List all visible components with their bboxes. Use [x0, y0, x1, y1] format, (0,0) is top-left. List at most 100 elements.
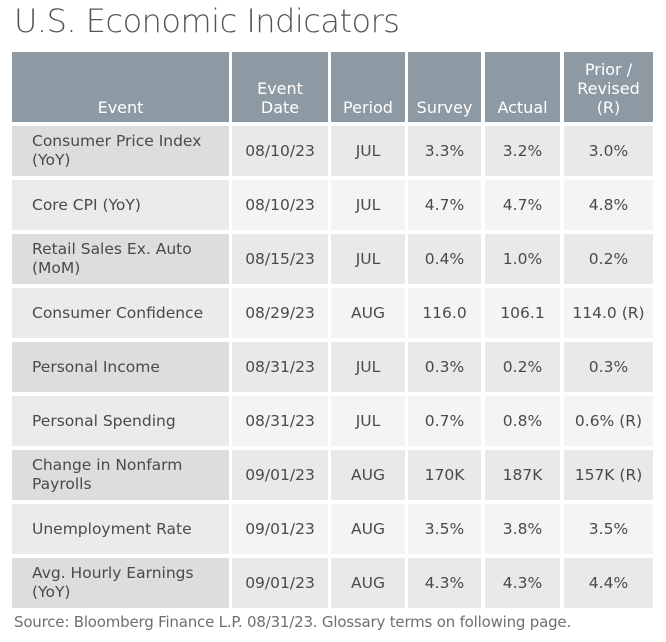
period-cell: AUG — [331, 450, 405, 500]
survey-value: 116.0 — [422, 303, 467, 322]
period-cell: AUG — [331, 288, 405, 338]
prior-revised-value: 4.8% — [588, 195, 629, 214]
event-date: 08/15/23 — [245, 249, 315, 268]
event-name: Personal Spending — [32, 411, 176, 430]
event-date-cell: 08/15/23 — [232, 234, 328, 284]
period-cell: JUL — [331, 342, 405, 392]
event-date: 08/10/23 — [245, 141, 315, 160]
actual-value: 1.0% — [502, 249, 543, 268]
period-cell: JUL — [331, 180, 405, 230]
survey-value-cell: 3.3% — [408, 126, 481, 176]
prior-revised-value: 3.5% — [588, 519, 629, 538]
header-actual: Actual — [485, 52, 560, 122]
event-date: 08/10/23 — [245, 195, 315, 214]
prior-revised-value: 0.3% — [588, 357, 629, 376]
source-footnote: Source: Bloomberg Finance L.P. 08/31/23.… — [14, 613, 572, 631]
period: JUL — [355, 411, 381, 430]
event-date-cell: 08/29/23 — [232, 288, 328, 338]
period: AUG — [351, 465, 385, 484]
prior-revised-value: 3.0% — [588, 141, 629, 160]
prior-revised-value-cell: 0.3% — [564, 342, 653, 392]
period-cell: AUG — [331, 558, 405, 608]
survey-value: 0.7% — [424, 411, 465, 430]
header-event-date: Event Date — [232, 52, 328, 122]
survey-value-cell: 4.7% — [408, 180, 481, 230]
prior-revised-value: 0.2% — [588, 249, 629, 268]
event-name: Change in Nonfarm Payrolls — [32, 456, 183, 493]
header-prior-revised: Prior / Revised (R) — [564, 52, 653, 122]
period: JUL — [355, 357, 381, 376]
table-row: Retail Sales Ex. Auto (MoM) 08/15/23 JUL 0.… — [12, 234, 654, 284]
actual-value-cell: 4.3% — [485, 558, 560, 608]
header-survey: Survey — [408, 52, 481, 122]
event-date: 09/01/23 — [245, 573, 315, 592]
actual-value-cell: 3.2% — [485, 126, 560, 176]
actual-value: 4.3% — [502, 573, 543, 592]
table-row: Change in Nonfarm Payrolls 09/01/23 AUG 170… — [12, 450, 654, 500]
period-cell: AUG — [331, 504, 405, 554]
survey-value-cell: 0.4% — [408, 234, 481, 284]
actual-value: 106.1 — [500, 303, 545, 322]
period-cell: JUL — [331, 396, 405, 446]
event-date-cell: 09/01/23 — [232, 504, 328, 554]
event-name-cell: Personal Income — [12, 342, 229, 392]
page-title: U.S. Economic Indicators — [14, 2, 400, 40]
event-name: Consumer Confidence — [32, 303, 204, 322]
survey-value: 4.3% — [424, 573, 465, 592]
period: AUG — [351, 519, 385, 538]
actual-value-cell: 0.8% — [485, 396, 560, 446]
actual-value-cell: 3.8% — [485, 504, 560, 554]
event-date: 09/01/23 — [245, 465, 315, 484]
prior-revised-value-cell: 0.2% — [564, 234, 653, 284]
header-event: Event — [12, 52, 229, 122]
prior-revised-value: 0.6% (R) — [574, 411, 643, 430]
survey-value: 0.3% — [424, 357, 465, 376]
table-row: Unemployment Rate 09/01/23 AUG 3.5% 3.8% 3.5% — [12, 504, 654, 554]
actual-value: 3.2% — [502, 141, 543, 160]
period: AUG — [351, 573, 385, 592]
event-name-cell: Retail Sales Ex. Auto (MoM) — [12, 234, 229, 284]
prior-revised-value: 4.4% — [588, 573, 629, 592]
survey-value: 4.7% — [424, 195, 465, 214]
event-date-cell: 08/10/23 — [232, 180, 328, 230]
table-row: Consumer Price Index (YoY) 08/10/23 JUL 3.3… — [12, 126, 654, 176]
event-name-cell: Change in Nonfarm Payrolls — [12, 450, 229, 500]
prior-revised-value-cell: 4.8% — [564, 180, 653, 230]
event-date: 08/31/23 — [245, 411, 315, 430]
event-date: 08/29/23 — [245, 303, 315, 322]
prior-revised-value: 114.0 (R) — [572, 303, 645, 322]
prior-revised-value-cell: 157K (R) — [564, 450, 653, 500]
actual-value: 4.7% — [502, 195, 543, 214]
actual-value-cell: 1.0% — [485, 234, 560, 284]
table-row: Consumer Confidence 08/29/23 AUG 116.0 106.1… — [12, 288, 654, 338]
event-name-cell: Core CPI (YoY) — [12, 180, 229, 230]
event-date: 08/31/23 — [245, 357, 315, 376]
survey-value-cell: 0.3% — [408, 342, 481, 392]
event-name-cell: Personal Spending — [12, 396, 229, 446]
survey-value: 170K — [424, 465, 465, 484]
survey-value-cell: 4.3% — [408, 558, 481, 608]
indicators-table: Event Event Date Period Survey Actual Pri… — [12, 52, 654, 608]
survey-value: 3.5% — [424, 519, 465, 538]
event-name: Unemployment Rate — [32, 519, 192, 538]
actual-value-cell: 0.2% — [485, 342, 560, 392]
event-date: 09/01/23 — [245, 519, 315, 538]
prior-revised-value-cell: 4.4% — [564, 558, 653, 608]
actual-value: 3.8% — [502, 519, 543, 538]
period-cell: JUL — [331, 126, 405, 176]
event-name: Core CPI (YoY) — [32, 195, 141, 214]
event-name-cell: Avg. Hourly Earnings (YoY) — [12, 558, 229, 608]
event-name-cell: Consumer Price Index (YoY) — [12, 126, 229, 176]
prior-revised-value-cell: 0.6% (R) — [564, 396, 653, 446]
event-name-cell: Unemployment Rate — [12, 504, 229, 554]
period: JUL — [355, 141, 381, 160]
actual-value-cell: 4.7% — [485, 180, 560, 230]
survey-value-cell: 116.0 — [408, 288, 481, 338]
actual-value: 0.8% — [502, 411, 543, 430]
survey-value-cell: 3.5% — [408, 504, 481, 554]
actual-value: 0.2% — [502, 357, 543, 376]
period: JUL — [355, 195, 381, 214]
event-date-cell: 09/01/23 — [232, 450, 328, 500]
period: AUG — [351, 303, 385, 322]
event-name: Consumer Price Index (YoY) — [32, 132, 202, 169]
